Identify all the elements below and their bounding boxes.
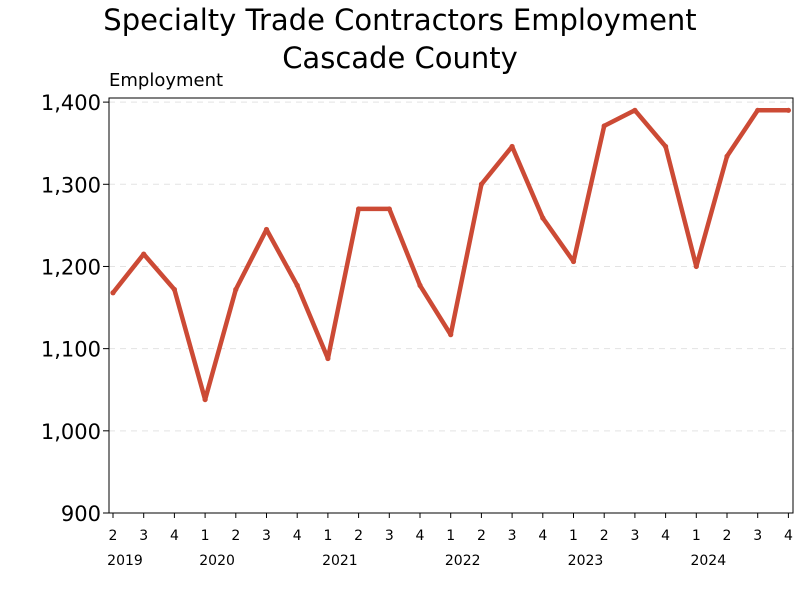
data-point	[570, 258, 577, 265]
y-axis-label: Employment	[109, 70, 223, 91]
x-axis: 2 3 4 1 2 3 4 1 2 3 4 1 2 3 4 1 2 3 4 1 2 3 4 2019 2020 2021 2022 2…	[107, 513, 793, 569]
chart-title-line-1: Specialty Trade Contractors Employment	[103, 3, 696, 37]
data-point	[601, 123, 607, 129]
x-year-label: 2021	[322, 553, 358, 569]
x-tick-label: 2	[354, 528, 363, 544]
data-point	[417, 282, 423, 288]
x-tick-label: 3	[262, 528, 271, 544]
data-point	[509, 143, 515, 150]
x-tick-label: 3	[385, 528, 394, 544]
x-tick-label: 4	[661, 528, 670, 544]
y-tick-label: 1,400	[41, 91, 101, 115]
data-point	[785, 107, 792, 113]
x-tick-label: 4	[416, 528, 425, 544]
x-year-label: 2020	[199, 553, 235, 569]
x-year-label: 2024	[690, 553, 726, 569]
data-point	[233, 286, 239, 293]
y-tick-label: 1,100	[41, 338, 101, 362]
plot-frame	[108, 97, 794, 514]
series-layer	[110, 107, 792, 403]
x-tick-label: 4	[293, 528, 302, 544]
data-point	[141, 251, 147, 257]
x-tick-label: 3	[753, 528, 762, 544]
x-tick-label: 2	[231, 528, 240, 544]
x-tick-label: 4	[170, 528, 179, 544]
y-tick-label: 900	[61, 502, 101, 526]
x-year-label: 2023	[568, 553, 604, 569]
data-point	[478, 181, 484, 187]
y-tick-label: 1,000	[41, 420, 101, 444]
x-tick-label: 2	[600, 528, 609, 544]
x-tick-label: 4	[784, 528, 793, 544]
data-point	[356, 206, 362, 212]
data-point	[202, 396, 208, 403]
data-point	[632, 107, 638, 113]
data-point	[755, 107, 761, 113]
chart-title-line-2: Cascade County	[282, 41, 518, 75]
x-tick-label: 2	[723, 528, 732, 544]
y-tick-label: 1,200	[41, 255, 101, 279]
data-point	[171, 286, 177, 293]
x-tick-label: 2	[477, 528, 486, 544]
y-axis: 900 1,000 1,100 1,200 1,300 1,400	[41, 91, 109, 526]
x-tick-label: 1	[446, 528, 455, 544]
data-point	[386, 206, 392, 212]
gridlines	[109, 101, 793, 432]
data-point	[724, 153, 730, 159]
x-tick-label: 1	[323, 528, 332, 544]
x-year-label: 2022	[445, 553, 481, 569]
series-line	[110, 108, 791, 402]
x-year-label: 2019	[107, 553, 143, 569]
data-point	[325, 355, 331, 362]
x-tick-label: 1	[201, 528, 210, 544]
x-tick-label: 3	[630, 528, 639, 544]
data-point	[110, 290, 116, 296]
x-tick-label: 2	[109, 528, 118, 544]
data-point	[663, 143, 669, 150]
x-tick-label: 1	[692, 528, 701, 544]
x-tick-label: 4	[538, 528, 547, 544]
x-tick-label: 1	[569, 528, 578, 544]
x-tick-label: 3	[508, 528, 517, 544]
x-tick-label: 3	[139, 528, 148, 544]
data-point	[294, 282, 300, 288]
data-point	[693, 263, 699, 270]
data-point	[263, 226, 270, 233]
data-point	[540, 215, 546, 221]
y-tick-label: 1,300	[41, 173, 101, 197]
data-point	[448, 332, 454, 338]
